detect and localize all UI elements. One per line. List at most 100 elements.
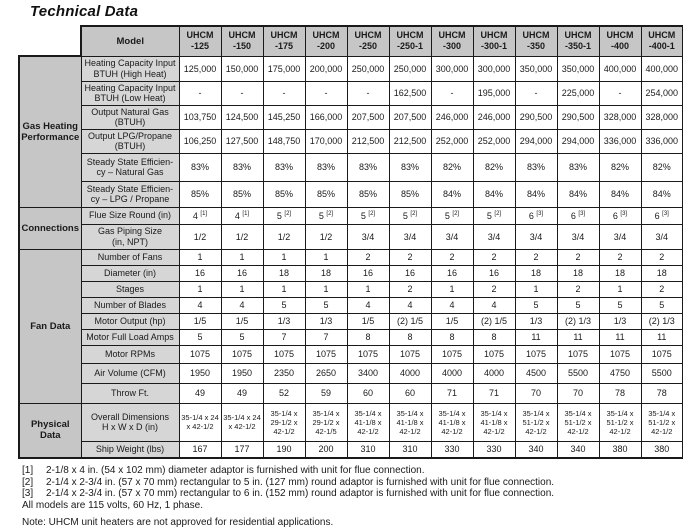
table-row: Steady State Efficien- cy – LPG / Propan…: [19, 180, 683, 208]
data-cell: 1/2: [178, 223, 222, 250]
data-cell: 83%: [304, 152, 348, 182]
data-cell: 78: [598, 382, 642, 404]
data-cell: 166,000: [304, 104, 348, 130]
data-cell: 2: [640, 248, 683, 266]
table-row: Output LPG/Propane (BTUH) 106,250 127,500 1…: [19, 128, 683, 154]
data-cell: (2) 1/5: [472, 312, 516, 330]
row-label-cell: Flue Size Round (in): [80, 206, 180, 225]
data-cell: 310: [346, 440, 390, 459]
column-header: UHCM -150: [220, 25, 264, 57]
data-cell: (2) 1/3: [640, 312, 683, 330]
data-cell: 85%: [262, 180, 306, 208]
data-cell: 1: [220, 248, 264, 266]
data-cell: 400,000: [598, 55, 642, 82]
data-cell: 8: [346, 328, 390, 346]
data-cell: 1: [262, 280, 306, 298]
spec-table: Model UHCM -125 UHCM -150 UHCM -175 UHCM -20…: [18, 25, 683, 459]
data-cell: 1: [514, 280, 558, 298]
footnote-marker: [3]: [22, 488, 34, 499]
data-cell: 290,500: [556, 104, 600, 130]
data-cell: 200,000: [304, 55, 348, 82]
data-cell: 1075: [220, 344, 264, 364]
data-cell: 328,000: [598, 104, 642, 130]
data-cell: 1075: [640, 344, 683, 364]
table-row: Heating Capacity Input BTUH (Low Heat) - -…: [19, 80, 683, 106]
data-cell: 2: [346, 248, 390, 266]
data-cell: 380: [640, 440, 683, 459]
data-cell: 1075: [262, 344, 306, 364]
data-cell: 7: [304, 328, 348, 346]
footnote-marker: [1]: [22, 465, 34, 476]
data-cell: 35-1/4 x 41-1/8 x 42-1/2: [472, 402, 516, 442]
data-cell: 380: [598, 440, 642, 459]
data-cell: 150,000: [220, 55, 264, 82]
data-cell: 212,500: [388, 128, 432, 154]
data-cell: 330: [430, 440, 474, 459]
data-cell: 5: [556, 296, 600, 314]
data-cell: 18: [556, 264, 600, 282]
data-cell: 4: [388, 296, 432, 314]
data-cell: 350,000: [556, 55, 600, 82]
header-row: Model UHCM -125 UHCM -150 UHCM -175 UHCM -20…: [19, 25, 683, 57]
data-cell: 35-1/4 x 41-1/8 x 42-1/2: [346, 402, 390, 442]
data-cell: 49: [220, 382, 264, 404]
table-row: Ship Weight (lbs) 167 177 190 200 310 310 330 33…: [19, 440, 683, 459]
data-cell: 5 [2]: [472, 206, 516, 225]
page: Technical Data Model UHCM -125 UHCM -150 UH…: [0, 3, 683, 529]
group-label-cell: Fan Data: [18, 248, 82, 404]
table-row: Throw Ft. 49 49 52 59 60 60 71 71 70 70 78 78: [19, 382, 683, 404]
data-cell: 1/3: [598, 312, 642, 330]
data-cell: 2: [472, 248, 516, 266]
table-row: Motor Full Load Amps 5 5 7 7 8 8 8 8 11 11 11 11: [19, 328, 683, 346]
data-cell: 340: [514, 440, 558, 459]
data-cell: 82%: [598, 152, 642, 182]
data-cell: 336,000: [598, 128, 642, 154]
data-cell: 124,500: [220, 104, 264, 130]
data-cell: 5 [2]: [304, 206, 348, 225]
data-cell: 4: [346, 296, 390, 314]
data-cell: 83%: [388, 152, 432, 182]
data-cell: 6 [3]: [514, 206, 558, 225]
data-cell: 3/4: [640, 223, 683, 250]
data-cell: 4: [178, 296, 222, 314]
data-cell: 350,000: [514, 55, 558, 82]
data-cell: 2: [388, 248, 432, 266]
row-label-cell: Overall Dimensions H x W x D (in): [80, 402, 180, 442]
data-cell: 148,750: [262, 128, 306, 154]
table-row: Gas Heating Performance Heating Capacity …: [18, 55, 683, 208]
data-cell: 85%: [388, 180, 432, 208]
data-cell: 3400: [346, 362, 390, 384]
data-cell: 1/3: [262, 312, 306, 330]
row-label-cell: Number of Fans: [80, 248, 180, 266]
data-cell: 1/2: [220, 223, 264, 250]
data-cell: 106,250: [178, 128, 222, 154]
data-cell: 5 [2]: [430, 206, 474, 225]
data-cell: 1: [178, 248, 222, 266]
column-header: UHCM -400-1: [640, 25, 683, 57]
data-cell: 83%: [346, 152, 390, 182]
footnote-text: 2-1/4 x 2-3/4 in. (57 x 70 mm) rectangul…: [46, 476, 555, 488]
data-cell: 4500: [514, 362, 558, 384]
table-row: Steady State Efficien- cy – Natural Gas 8…: [19, 152, 683, 182]
data-cell: 1/5: [178, 312, 222, 330]
data-cell: 84%: [514, 180, 558, 208]
data-cell: 70: [556, 382, 600, 404]
data-cell: 3/4: [388, 223, 432, 250]
data-cell: 16: [178, 264, 222, 282]
data-cell: 35-1/4 x 51-1/2 x 42-1/2: [514, 402, 558, 442]
data-cell: 1: [304, 248, 348, 266]
data-cell: -: [346, 80, 390, 106]
data-cell: 85%: [178, 180, 222, 208]
data-cell: 1950: [178, 362, 222, 384]
data-cell: 18: [598, 264, 642, 282]
data-cell: 5500: [640, 362, 683, 384]
data-cell: 59: [304, 382, 348, 404]
data-cell: 294,000: [514, 128, 558, 154]
row-label-cell: Diameter (in): [80, 264, 180, 282]
data-cell: 1075: [472, 344, 516, 364]
footnote-marker: [2]: [22, 476, 34, 488]
data-cell: 2: [430, 248, 474, 266]
data-cell: 2: [514, 248, 558, 266]
footnote-3: [3] 2-1/4 x 2-3/4 in. (57 x 70 mm) rectan…: [22, 488, 683, 500]
row-label-cell: Air Volume (CFM): [80, 362, 180, 384]
